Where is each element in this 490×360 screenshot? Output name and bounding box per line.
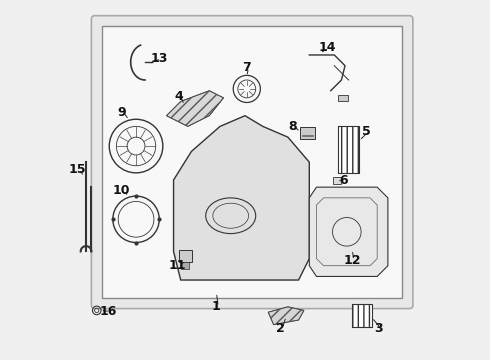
- Text: 7: 7: [243, 61, 251, 74]
- Text: 4: 4: [174, 90, 183, 103]
- Bar: [338, 126, 359, 173]
- Text: 9: 9: [118, 105, 126, 119]
- Text: 8: 8: [288, 120, 296, 133]
- Polygon shape: [268, 307, 304, 325]
- Text: 12: 12: [343, 254, 361, 267]
- Polygon shape: [167, 91, 223, 126]
- Bar: [338, 95, 348, 102]
- Text: 13: 13: [150, 52, 168, 65]
- Text: 5: 5: [362, 125, 371, 138]
- Bar: [181, 262, 189, 269]
- Text: 3: 3: [375, 322, 383, 335]
- Bar: [179, 249, 193, 262]
- FancyBboxPatch shape: [102, 26, 402, 298]
- Text: 15: 15: [69, 163, 86, 176]
- Bar: [333, 177, 342, 184]
- Text: 11: 11: [169, 258, 186, 271]
- Bar: [352, 304, 372, 327]
- Text: 16: 16: [100, 305, 117, 318]
- Text: 6: 6: [339, 174, 347, 187]
- Bar: [352, 304, 372, 327]
- Text: 10: 10: [112, 184, 130, 197]
- Text: 1: 1: [212, 300, 221, 313]
- Polygon shape: [309, 187, 388, 276]
- Text: 2: 2: [276, 322, 285, 335]
- Polygon shape: [173, 116, 309, 280]
- Bar: [338, 126, 359, 173]
- Bar: [300, 127, 315, 139]
- Text: 14: 14: [318, 41, 336, 54]
- FancyBboxPatch shape: [92, 16, 413, 309]
